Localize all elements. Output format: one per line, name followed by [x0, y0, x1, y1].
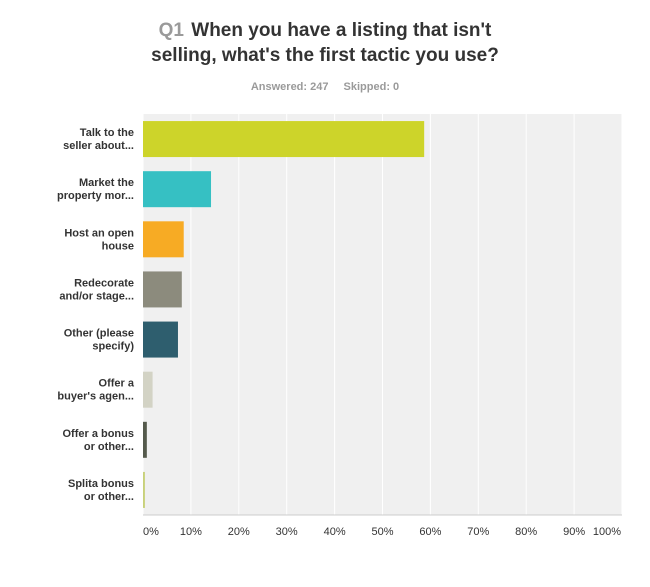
x-tick-label: 0%: [143, 526, 159, 538]
response-stats: Answered: 247 Skipped: 0: [0, 81, 650, 93]
x-tick-label: 60%: [419, 526, 441, 538]
category-label: Other (please specify): [64, 328, 135, 353]
question-text-line-1: When you have a listing that isn't: [191, 20, 492, 41]
bar: [143, 271, 182, 308]
bar: [143, 371, 153, 408]
category-label: Host an open house: [64, 227, 134, 252]
category-label: Offer a buyer's agen...: [57, 378, 134, 403]
category-label: Offer a bonus or other...: [62, 428, 134, 453]
category-label: Market the property mor...: [57, 177, 134, 202]
question-text-line-2: selling, what's the first tactic you use…: [151, 45, 499, 66]
x-tick-label: 80%: [515, 526, 537, 538]
answered-count: Answered: 247: [250, 81, 329, 93]
category-label: Redecorate and/or stage...: [59, 277, 134, 302]
category-label: Splita bonus or other...: [68, 478, 134, 503]
category-label: Talk to the seller about...: [63, 127, 134, 152]
x-tick-label: 40%: [324, 526, 346, 538]
x-tick-label: 100%: [593, 526, 621, 538]
bar: [143, 421, 147, 458]
bar: [143, 471, 145, 508]
x-tick-label: 90%: [563, 526, 585, 538]
bar: [143, 221, 184, 258]
x-tick-label: 70%: [467, 526, 489, 538]
x-tick-label: 30%: [276, 526, 298, 538]
x-tick-label: 50%: [371, 526, 393, 538]
bar: [143, 121, 425, 158]
x-tick-label: 20%: [228, 526, 250, 538]
question-title: Q1 When you have a listing that isn't se…: [0, 18, 650, 68]
skipped-count: Skipped: 0: [343, 81, 400, 93]
bar: [143, 321, 178, 358]
question-number: Q1: [158, 20, 184, 41]
bar: [143, 171, 212, 208]
x-tick-label: 10%: [180, 526, 202, 538]
